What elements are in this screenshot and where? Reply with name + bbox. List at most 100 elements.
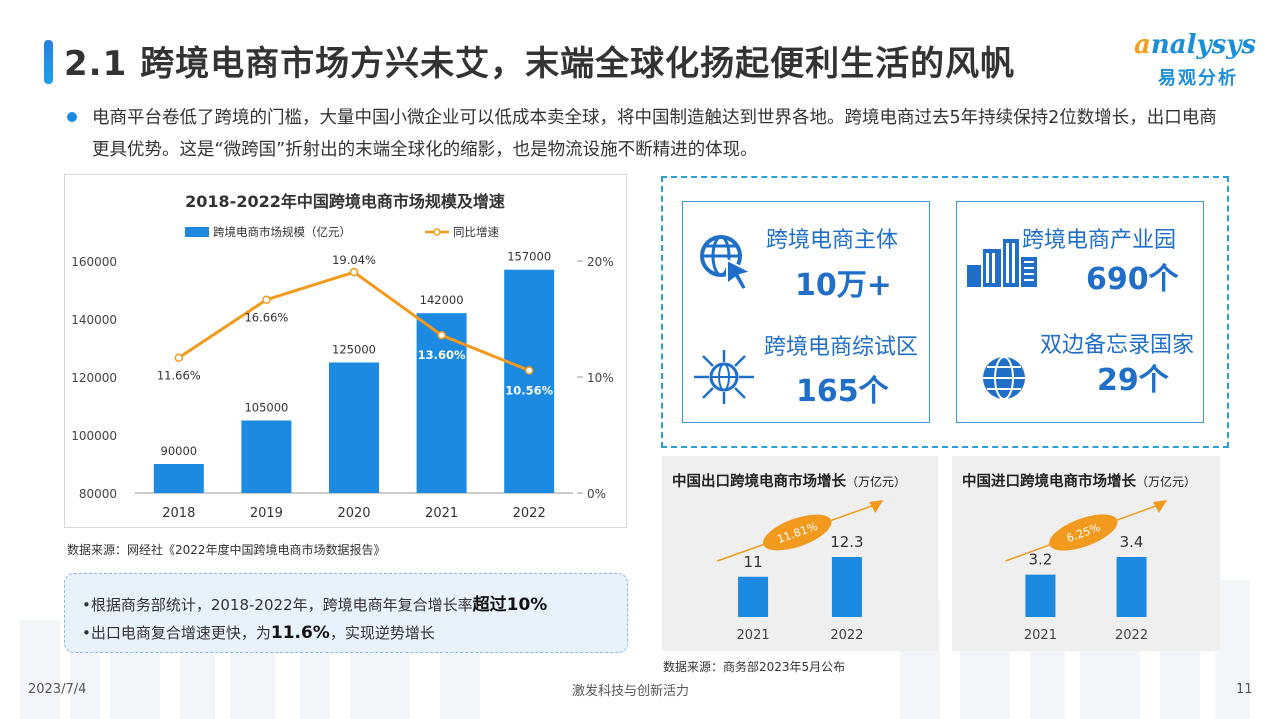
note-2-suffix: ，实现逆势增长 [329, 624, 435, 642]
analysys-logo: analysys [1134, 30, 1256, 60]
data-source-note-2: 数据来源：商务部2023年5月公布 [663, 660, 846, 674]
globe-cursor-icon [700, 235, 754, 292]
growth-point [174, 353, 184, 362]
card-value-zones: 165个 [796, 374, 889, 409]
mini-x-label: 2022 [1115, 628, 1148, 643]
growth-point [524, 366, 534, 375]
import-chart: 3.2 2021 3.4 2022 6.25% [1005, 500, 1168, 643]
growth-badge-bg [763, 514, 832, 551]
growth-point [349, 267, 359, 277]
mini-bar-value: 3.4 [1120, 533, 1144, 551]
mini-x-label: 2021 [737, 628, 770, 643]
bar-value-label: 90000 [161, 444, 198, 458]
chart-plot-area: 80000 100000 120000 140000 160000 0% 10% 20% 900… [71, 250, 613, 521]
growth-arrow-head [869, 500, 884, 513]
y-tick-label: 80000 [79, 487, 117, 501]
page-title: 2.1 跨境电商市场方兴未艾，末端全球化扬起便利生活的风帆 [64, 44, 1016, 84]
footer-slogan: 激发科技与创新活力 [572, 684, 690, 699]
bar-2022 [504, 269, 555, 493]
growth-point [437, 330, 446, 340]
growth-rate-label: 16.66% [244, 311, 288, 325]
export-chart-title: 中国出口跨境电商市场增长（万亿元） [672, 470, 906, 491]
import-chart-panel: 中国进口跨境电商市场增长（万亿元） 3.2 2021 3.4 2022 6.25% [952, 456, 1220, 651]
card-title-countries: 双边备忘录国家 [1040, 333, 1195, 358]
growth-rate-label: 11.66% [157, 369, 201, 383]
globe-network-icon [694, 350, 754, 404]
summary-note-2: •出口电商复合增速更快，为11.6%，实现逆势增长 [82, 622, 435, 643]
x-tick-label: 2022 [513, 506, 546, 521]
mini-bar-value: 3.2 [1029, 551, 1053, 569]
stats-panel [661, 176, 1229, 448]
logo-word: nalysys [1150, 30, 1256, 60]
bar-value-label: 105000 [244, 401, 288, 415]
mini-bar-2022 [1116, 557, 1147, 617]
y2-tick-label: 20% [587, 255, 614, 269]
growth-rate-label: 10.56% [505, 384, 553, 398]
mini-bar-2021 [1025, 574, 1056, 617]
card-value-countries: 29个 [1097, 363, 1169, 398]
x-tick-label: 2018 [162, 506, 195, 521]
growth-badge-bg [1049, 514, 1118, 551]
y-tick-label: 160000 [71, 255, 117, 269]
export-title-unit: （万亿元） [846, 475, 907, 489]
export-chart-panel: 中国出口跨境电商市场增长（万亿元） 11 2021 12.3 2022 11.81% [662, 456, 938, 651]
card-value-entities: 10万+ [795, 268, 892, 303]
summary-note-box [64, 573, 628, 653]
x-tick-label: 2020 [337, 506, 370, 521]
import-chart-title: 中国进口跨境电商市场增长（万亿元） [962, 470, 1196, 491]
mini-x-label: 2022 [830, 628, 863, 643]
mini-bar-2022 [831, 557, 862, 617]
card-title-zones: 跨境电商综试区 [764, 335, 919, 360]
card-title-entities: 跨境电商主体 [766, 228, 899, 253]
y-tick-label: 100000 [71, 429, 117, 443]
note-1-text: •根据商务部统计，2018-2022年，跨境电商年复合增长率 [82, 596, 473, 614]
growth-badge: 6.25% [1049, 514, 1118, 551]
growth-badge: 11.81% [763, 514, 832, 551]
logo-letter: a [1134, 30, 1151, 60]
bar-2020 [329, 362, 379, 493]
data-source-note: 数据来源：网经社《2022年度中国跨境电商市场数据报告》 [67, 543, 386, 557]
mini-bar-2021 [738, 576, 769, 617]
card-title-parks: 跨境电商产业园 [1022, 228, 1177, 253]
legend-bar-swatch [185, 227, 209, 237]
export-chart: 11 2021 12.3 2022 11.81% [716, 500, 884, 643]
summary-note-1: •根据商务部统计，2018-2022年，跨境电商年复合增长率超过10% [82, 590, 547, 615]
x-tick-label: 2021 [425, 506, 458, 521]
legend-line-marker [433, 228, 441, 236]
legend-bar-label: 跨境电商市场规模（亿元） [213, 225, 351, 239]
note-2-highlight: 11.6% [270, 623, 330, 643]
export-title-text: 中国出口跨境电商市场增长 [672, 474, 846, 490]
growth-point [262, 295, 271, 304]
mini-x-label: 2021 [1024, 628, 1057, 643]
chart-title: 2018-2022年中国跨境电商市场规模及增速 [185, 192, 505, 211]
footer-date: 2023/7/4 [28, 682, 87, 697]
growth-arrow-head [1153, 500, 1168, 513]
y2-tick-label: 0% [587, 487, 606, 501]
bar-2021 [416, 313, 467, 493]
bar-2018 [153, 464, 204, 493]
y-tick-label: 140000 [71, 313, 117, 327]
bullet-dot [67, 112, 77, 122]
page-number: 11 [1236, 682, 1253, 697]
import-title-text: 中国进口跨境电商市场增长 [962, 474, 1136, 490]
buildings-icon [967, 239, 1037, 287]
intro-paragraph: 电商平台卷低了跨境的门槛，大量中国小微企业可以低成本卖全球，将中国制造触达到世界… [92, 108, 1217, 160]
growth-rate-label: 13.60% [418, 348, 466, 362]
note-1-highlight: 超过10% [472, 595, 548, 615]
mini-bar-value: 11 [744, 553, 763, 571]
bar-2019 [241, 420, 292, 493]
bar-value-label: 125000 [332, 343, 376, 357]
market-size-chart: 2018-2022年中国跨境电商市场规模及增速 跨境电商市场规模（亿元） 同比增… [71, 192, 613, 521]
bar-value-label: 157000 [507, 250, 551, 264]
market-size-chart-panel: 2018-2022年中国跨境电商市场规模及增速 跨境电商市场规模（亿元） 同比增… [64, 174, 627, 528]
growth-rate-label: 19.04% [332, 253, 376, 267]
x-tick-label: 2019 [250, 506, 283, 521]
card-value-parks: 690个 [1086, 262, 1179, 297]
note-2-text: •出口电商复合增速更快，为 [82, 624, 271, 642]
import-title-unit: （万亿元） [1136, 475, 1197, 489]
mini-bar-value: 12.3 [830, 533, 863, 551]
bar-value-label: 142000 [420, 293, 464, 307]
y2-tick-label: 10% [587, 371, 614, 385]
legend-line-label: 同比增速 [453, 225, 499, 239]
analysys-logo-cn: 易观分析 [1158, 68, 1238, 89]
